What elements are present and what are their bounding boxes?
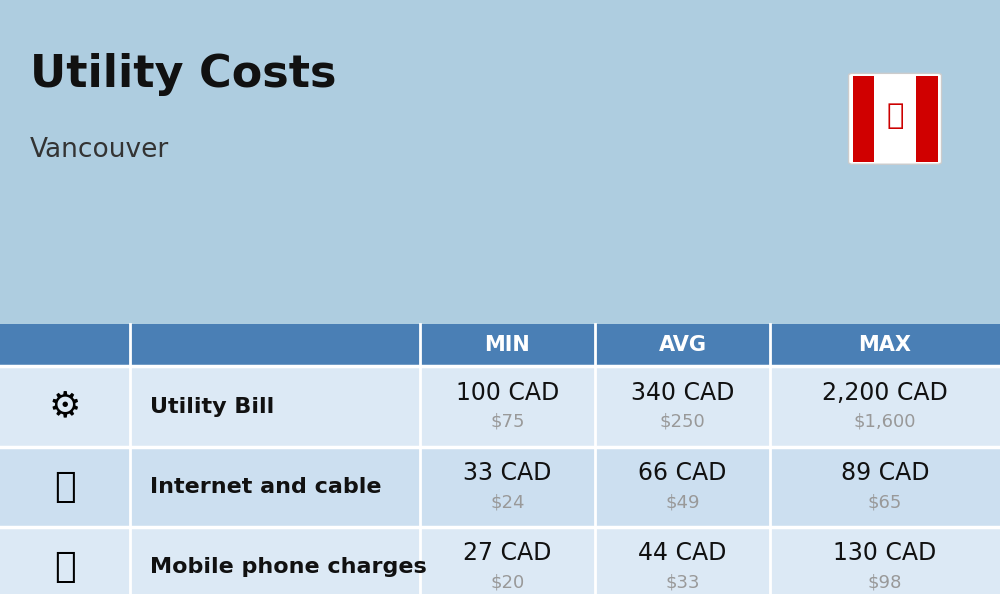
Text: ⚙️: ⚙️: [49, 390, 81, 424]
Bar: [0, 527, 1000, 594]
Text: $24: $24: [490, 493, 525, 511]
Text: 340 CAD: 340 CAD: [631, 381, 734, 405]
Text: 130 CAD: 130 CAD: [833, 541, 937, 565]
Text: $75: $75: [490, 413, 525, 431]
Text: $49: $49: [665, 493, 700, 511]
Text: 66 CAD: 66 CAD: [638, 461, 727, 485]
Text: 89 CAD: 89 CAD: [841, 461, 929, 485]
Text: Internet and cable: Internet and cable: [150, 477, 382, 497]
Text: $33: $33: [665, 573, 700, 592]
Text: 📱: 📱: [54, 550, 76, 584]
Text: AVG: AVG: [658, 335, 706, 355]
Bar: [0, 447, 1000, 527]
Text: 📡: 📡: [54, 470, 76, 504]
Text: Mobile phone charges: Mobile phone charges: [150, 557, 427, 577]
Text: 44 CAD: 44 CAD: [638, 541, 727, 565]
Bar: [852, 75, 874, 162]
Text: Utility Costs: Utility Costs: [30, 53, 336, 96]
Text: $1,600: $1,600: [854, 413, 916, 431]
Text: 27 CAD: 27 CAD: [463, 541, 552, 565]
Text: $250: $250: [660, 413, 705, 431]
Text: 100 CAD: 100 CAD: [456, 381, 559, 405]
Bar: [916, 75, 938, 162]
Text: Utility Bill: Utility Bill: [150, 397, 274, 416]
Text: 2,200 CAD: 2,200 CAD: [822, 381, 948, 405]
Text: MAX: MAX: [858, 335, 912, 355]
Text: 🍁: 🍁: [886, 102, 904, 131]
Text: $98: $98: [868, 573, 902, 592]
Bar: [0, 324, 1000, 366]
FancyBboxPatch shape: [848, 73, 942, 164]
Text: 33 CAD: 33 CAD: [463, 461, 552, 485]
Text: $20: $20: [490, 573, 525, 592]
Text: $65: $65: [868, 493, 902, 511]
Text: Vancouver: Vancouver: [30, 137, 169, 163]
Text: MIN: MIN: [485, 335, 530, 355]
Bar: [0, 366, 1000, 447]
